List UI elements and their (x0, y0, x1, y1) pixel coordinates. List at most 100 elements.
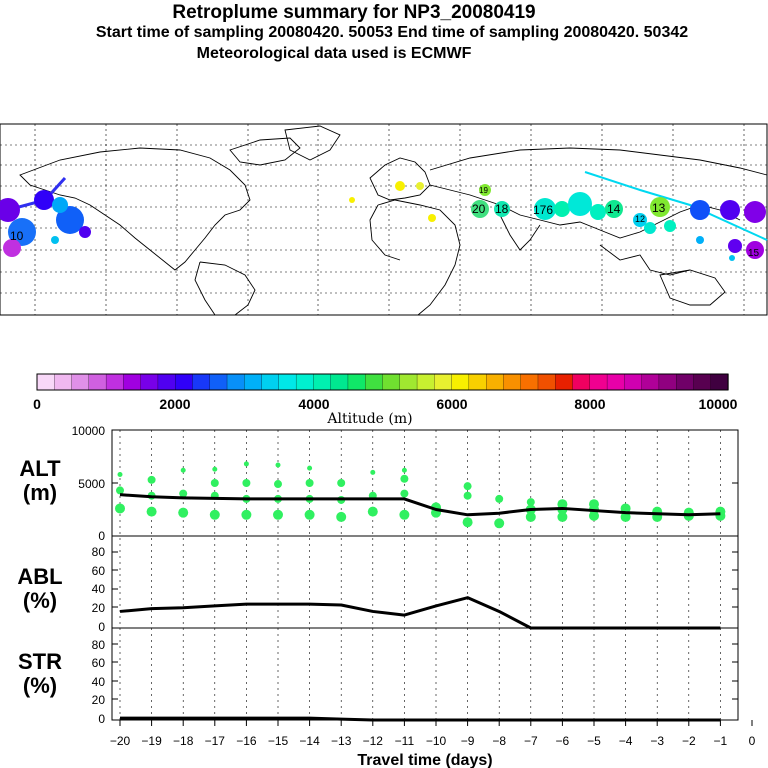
colorbar-swatch (226, 373, 245, 391)
marker (349, 197, 355, 203)
colorbar-swatch (36, 373, 55, 391)
marker (494, 201, 510, 217)
altitude-point (242, 479, 251, 487)
y-ticks (112, 482, 738, 700)
map-label: 19 (479, 186, 488, 195)
altitude-point (462, 517, 473, 528)
colorbar-swatch (434, 373, 453, 391)
marker (52, 197, 68, 213)
marker (395, 181, 405, 191)
abl-label: ABL (17, 564, 62, 589)
x-tick-label: −11 (395, 734, 415, 748)
abl-panel-frame (111, 535, 739, 629)
altitude-point (275, 462, 281, 468)
x-tick-label: −17 (205, 734, 226, 748)
colorbar-swatch (313, 373, 332, 391)
x-tick-label: −6 (556, 734, 570, 748)
x-tick-label: −9 (461, 734, 475, 748)
x-tick-label: −20 (110, 734, 131, 748)
altitude-point (307, 465, 313, 471)
abl-ytick: 60 (92, 564, 106, 578)
str-panel-frame (111, 627, 739, 721)
altitude-point (146, 506, 157, 517)
map-label: 20 (472, 202, 486, 216)
alt-mean-line (119, 493, 721, 517)
abl-ytick: 80 (92, 545, 106, 559)
colorbar-swatch (330, 373, 349, 391)
altitude-point (212, 466, 218, 472)
altitude-point (243, 461, 249, 467)
altitude-point (620, 511, 631, 522)
colorbar-swatch (192, 373, 211, 391)
plot-title: Retroplume summary for NP3_20080419 (172, 2, 536, 23)
marker (605, 200, 623, 218)
colorbar-swatch (295, 373, 315, 391)
marker (34, 190, 54, 210)
x-tick-label: −4 (619, 734, 633, 748)
altitude-points (115, 461, 726, 529)
altitude-point (116, 486, 124, 495)
x-tick-label: −10 (426, 734, 447, 748)
colorbar-tick: 2000 (159, 396, 190, 412)
map-gridlines (0, 124, 767, 315)
x-tick-label: −8 (492, 734, 506, 748)
altitude-point (337, 479, 346, 487)
marker (428, 214, 436, 222)
map-label: 15 (748, 248, 760, 259)
altitude-point (180, 467, 186, 473)
str-ytick: 20 (92, 693, 106, 707)
abl-ytick: 20 (92, 601, 106, 615)
alt-ytick: 10000 (72, 424, 106, 438)
marker (568, 192, 592, 216)
altitude-point (557, 511, 568, 522)
colorbar-swatch (175, 373, 194, 391)
altitude-point (241, 509, 252, 520)
panel-labels: ALT (m) ABL (%) STR (%) (17, 456, 62, 698)
colorbar-swatch (676, 373, 695, 391)
x-tick-label: −7 (524, 734, 538, 748)
altitude-point (399, 509, 410, 520)
str-unit: (%) (23, 673, 57, 698)
panel-frames (111, 429, 739, 721)
colorbar-swatch (244, 373, 263, 391)
altitude-point (401, 467, 407, 473)
map-label: 176 (533, 203, 553, 217)
map-labels: 10 176 20 18 14 13 12 19 15 (10, 186, 760, 259)
x-tick-label: −2 (682, 734, 696, 748)
alt-ytick: 5000 (78, 477, 105, 491)
map-label: 10 (10, 229, 24, 243)
marker (3, 239, 21, 257)
altitude-point (367, 506, 378, 517)
x-tick-label: −14 (299, 734, 320, 748)
x-tick-label: −5 (587, 734, 601, 748)
abl-ytick: 0 (98, 620, 105, 634)
x-tick-label: −18 (173, 734, 194, 748)
x-tick-label: −13 (331, 734, 352, 748)
altitude-point (305, 479, 314, 487)
marker (744, 201, 766, 223)
colorbar: 0 2000 4000 6000 8000 10000 Altitude (m) (33, 373, 738, 427)
colorbar-swatch (468, 373, 487, 391)
altitude-point (209, 509, 220, 520)
y-tick-labels: 10000 5000 0 80 60 40 20 0 80 60 40 20 0 (72, 424, 106, 726)
x-axis-label: Travel time (days) (357, 752, 492, 768)
colorbar-swatch (105, 373, 125, 391)
altitude-point (370, 469, 376, 475)
marker (416, 182, 424, 190)
altitude-point (273, 509, 283, 520)
colorbar-swatch (261, 373, 280, 391)
altitude-point (463, 491, 472, 500)
colorbar-swatch (382, 373, 401, 391)
altitude-point (304, 509, 315, 520)
altitude-point (178, 507, 189, 518)
x-tick-label: −3 (650, 734, 664, 748)
plume-markers (0, 171, 768, 261)
altitude-point (400, 474, 409, 483)
marker (729, 255, 735, 261)
colorbar-swatch (123, 373, 142, 391)
colorbar-swatch (54, 373, 73, 391)
x-tick-label: −1 (714, 734, 728, 748)
altitude-point (495, 494, 504, 503)
map-label: 14 (607, 202, 621, 216)
meteo-source: Meteorological data used is ECMWF (196, 45, 472, 62)
